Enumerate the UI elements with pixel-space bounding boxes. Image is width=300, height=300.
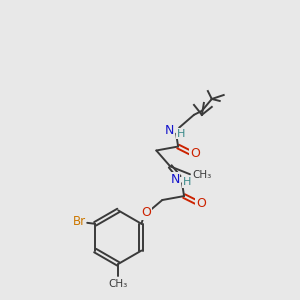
Text: O: O [190,147,200,160]
Text: CH₃: CH₃ [109,279,128,289]
Text: N: N [170,173,180,186]
Text: Br: Br [73,215,86,228]
Text: H: H [177,129,185,139]
Text: CH₃: CH₃ [192,170,212,180]
Text: O: O [196,196,206,209]
Text: H: H [183,177,191,187]
Text: O: O [142,206,152,219]
Text: N: N [164,124,174,137]
